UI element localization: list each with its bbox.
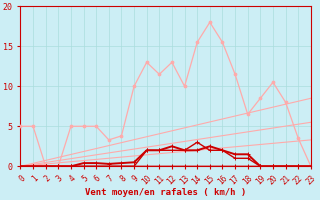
X-axis label: Vent moyen/en rafales ( km/h ): Vent moyen/en rafales ( km/h ) [85, 188, 246, 197]
